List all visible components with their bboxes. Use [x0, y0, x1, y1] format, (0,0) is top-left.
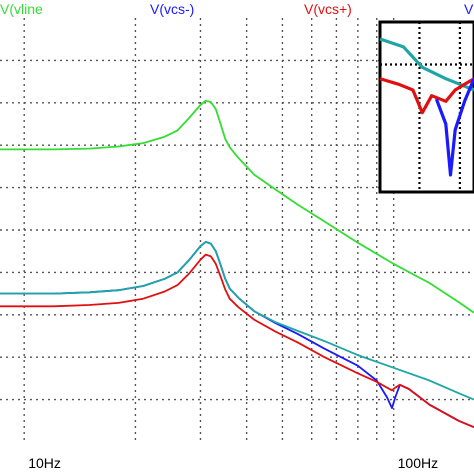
inset-series-line-3 [434, 78, 474, 177]
x-tick-label: 100Hz [398, 455, 438, 471]
inset-series-line-2 [379, 77, 474, 115]
series-line-3 [0, 253, 474, 429]
legend-item-vcs_minus: V [464, 1, 474, 17]
legend-item-vcs_plus: V(vcs+) [304, 1, 352, 17]
x-tick-label: 10Hz [28, 455, 61, 471]
inset-plot [378, 20, 474, 194]
legend-item-vline: V(vline [0, 1, 43, 17]
series-lines [0, 99, 474, 429]
legend-item-vcs_minus: V(vcs-) [150, 1, 194, 17]
series-line-1 [0, 99, 474, 314]
series-line-4 [0, 240, 474, 401]
x-tick-labels: 10Hz 100Hz [28, 455, 438, 471]
legend: V(vline V(vcs-) V(vcs+) V [0, 1, 474, 17]
